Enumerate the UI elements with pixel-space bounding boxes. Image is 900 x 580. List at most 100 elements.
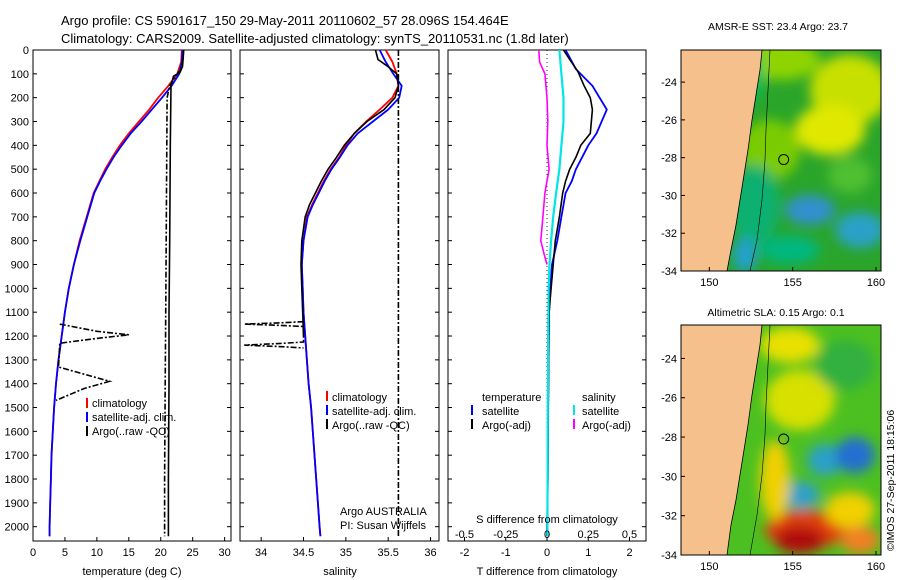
- temperature-legend: climatology satellite-adj. clim. Argo(..…: [86, 398, 176, 438]
- depth-tick-label-11: 1100: [5, 307, 29, 319]
- sst-map-axes: 150 155 160 -24 -26 -28 -30 -32 -34: [661, 77, 885, 289]
- sst_map-y-tick-label-1: -26: [661, 115, 677, 127]
- depth-tick-label-6: 600: [11, 188, 29, 200]
- s-difference-tick-labels: -0.5 -0.25 0 0.25 0.5: [455, 529, 637, 541]
- temperature-series-1: [48, 49, 184, 537]
- difference-legend: temperature satellite Argo(-adj) salinit…: [471, 392, 631, 432]
- depth-tick-label-0: 0: [23, 45, 29, 57]
- depth-tick-label-20: 2000: [5, 522, 29, 534]
- sla-argo-position-marker: [778, 433, 790, 445]
- depth-tick-label-3: 300: [11, 117, 29, 129]
- diff-x-tick-label-3: 1: [585, 547, 591, 559]
- salinity-depth-ticks: [240, 49, 439, 528]
- s-difference-label: S difference from climatology: [476, 514, 618, 526]
- salinity-x-label: salinity: [323, 566, 357, 578]
- temp-legend-satellite: satellite-adj. clim.: [92, 412, 176, 424]
- diff-legend-temperature-title: temperature: [482, 392, 541, 404]
- figure-title-line1: Argo profile: CS 5901617_150 29-May-2011…: [61, 13, 509, 28]
- sst-argo-position-marker: [778, 154, 790, 166]
- s-diff-tick-label-1: -0.25: [493, 529, 518, 541]
- salinity-x-axis: 34 34.5 35 35.5 36: [255, 537, 437, 559]
- depth-axis: 0 100 200 300 400 500 600 700 800 900 1000 1100 1200…: [5, 45, 231, 534]
- imos-watermark: ©IMOS 27-Sep-2011 18:15:06: [885, 410, 897, 551]
- diff-x-tick-label-1: -1: [501, 547, 511, 559]
- sst_map-y-tick-label-4: -32: [661, 228, 677, 240]
- depth-tick-label-12: 1200: [5, 331, 29, 343]
- sst-map-frame: [680, 49, 882, 272]
- sla-land-mass: [681, 325, 763, 555]
- temperature-series: [48, 49, 185, 537]
- sst_map-x-tick-label-0: 150: [700, 277, 718, 289]
- depth-tick-label-5: 500: [11, 164, 29, 176]
- sal-x-tick-label-1: 34.5: [293, 547, 314, 559]
- depth-tick-label-19: 1900: [5, 498, 29, 510]
- sal-legend-satellite: satellite-adj. clim.: [332, 406, 416, 418]
- sal-x-tick-label-0: 34: [255, 547, 267, 559]
- difference-depth-ticks: [448, 49, 646, 528]
- difference-x-axis: -2 -1 0 1 2: [460, 537, 633, 559]
- sla-field: [760, 327, 880, 554]
- float-info-line2: PI: Susan Wijffels: [340, 520, 426, 532]
- sla-shelf-contour: [749, 325, 771, 555]
- diff-legend-temp-argo: Argo(-adj): [482, 420, 531, 432]
- temperature-x-label: temperature (deg C): [82, 566, 181, 578]
- salinity-series-1: [300, 49, 403, 537]
- temperature-series-4: [55, 323, 129, 402]
- salinity-panel: 34 34.5 35 35.5 36 climatology satellite-adj…: [239, 49, 440, 578]
- diff-x-tick-label-2: 0: [544, 547, 550, 559]
- depth-tick-label-13: 1300: [5, 355, 29, 367]
- sst-map-title: AMSR-E SST: 23.4 Argo: 23.7: [708, 21, 848, 33]
- sal-legend-argo: Argo(..raw -QC): [332, 420, 410, 432]
- temp-x-tick-label-3: 15: [123, 547, 135, 559]
- depth-tick-label-9: 900: [11, 260, 29, 272]
- sst_map-y-tick-label-5: -34: [661, 266, 677, 278]
- sla_map-y-tick-label-5: -34: [661, 550, 677, 562]
- sla_map-x-tick-label-1: 155: [783, 561, 801, 573]
- diff-legend-temp-satellite: satellite: [482, 406, 519, 418]
- diff-legend-salinity-title: salinity: [582, 392, 616, 404]
- salinity-axes-frame: [239, 49, 440, 542]
- sla_map-y-tick-label-3: -30: [661, 471, 677, 483]
- sla_map-y-tick-label-1: -26: [661, 393, 677, 405]
- diff-legend-sal-argo: Argo(-adj): [582, 420, 631, 432]
- sla_map-y-tick-label-0: -24: [661, 353, 677, 365]
- depth-tick-label-14: 1400: [5, 379, 29, 391]
- salinity-series: [244, 49, 403, 537]
- temp-x-tick-label-4: 20: [155, 547, 167, 559]
- sst_map-x-tick-label-2: 160: [867, 277, 885, 289]
- temp-x-tick-label-0: 0: [30, 547, 36, 559]
- t-difference-label: T difference from climatology: [477, 566, 618, 578]
- depth-tick-label-4: 400: [11, 140, 29, 152]
- difference-series: [538, 49, 608, 537]
- sla-map-frame: [680, 324, 882, 556]
- diff-legend-sal-satellite: satellite: [582, 406, 619, 418]
- sal-x-tick-label-3: 35.5: [377, 547, 398, 559]
- sla_map-y-tick-label-4: -32: [661, 511, 677, 523]
- difference-series-2: [546, 49, 565, 537]
- s-diff-tick-label-4: 0.5: [622, 529, 637, 541]
- sst_map-y-tick-label-3: -30: [661, 190, 677, 202]
- diff-x-tick-label-4: 2: [626, 547, 632, 559]
- sla_map-x-tick-label-2: 160: [867, 561, 885, 573]
- difference-panel: -2 -1 0 1 2 temperature satellite Argo(-adj)…: [447, 49, 647, 578]
- depth-tick-label-1: 100: [11, 69, 29, 81]
- sla-map-title: Altimetric SLA: 0.15 Argo: 0.1: [707, 307, 844, 319]
- salinity-series-2: [300, 49, 400, 337]
- sal-legend-climatology: climatology: [332, 392, 388, 404]
- depth-tick-label-16: 1600: [5, 426, 29, 438]
- temp-x-tick-label-2: 10: [91, 547, 103, 559]
- temperature-series-3: [163, 59, 184, 537]
- s-diff-tick-label-3: 0.25: [578, 529, 599, 541]
- diff-x-tick-label-0: -2: [460, 547, 470, 559]
- sst_map-y-tick-label-0: -24: [661, 77, 677, 89]
- temp-legend-climatology: climatology: [92, 398, 148, 410]
- sal-x-tick-label-2: 35: [340, 547, 352, 559]
- sla_map-x-tick-label-0: 150: [700, 561, 718, 573]
- sla_map-y-tick-label-2: -28: [661, 432, 677, 444]
- sal-x-tick-label-4: 36: [424, 547, 436, 559]
- sst-map: AMSR-E SST: 23.4 Argo: 23.7 150 155 160 -24: [661, 21, 885, 289]
- temperature-panel: 0100200300400500600700800900100011001200…: [5, 45, 232, 578]
- depth-tick-label-2: 200: [11, 93, 29, 105]
- depth-tick-label-10: 1000: [5, 283, 29, 295]
- s-diff-tick-label-2: 0: [544, 529, 550, 541]
